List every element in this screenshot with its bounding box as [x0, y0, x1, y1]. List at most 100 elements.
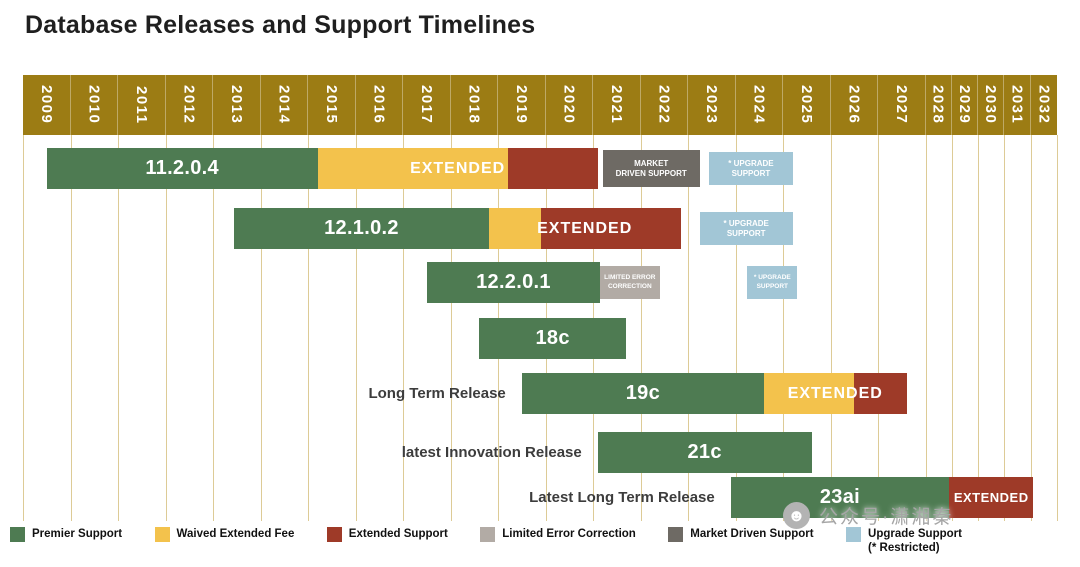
- segment-11.2.0.4-extended: [507, 148, 598, 189]
- row-label-21c: latest Innovation Release: [401, 444, 582, 461]
- year-column-2025: 2025: [783, 75, 831, 135]
- year-label: 2021: [607, 85, 625, 125]
- gridline: [165, 135, 167, 521]
- year-label: 2019: [512, 85, 530, 125]
- year-column-2018: 2018: [451, 75, 498, 135]
- year-label: 2009: [37, 85, 55, 125]
- watermark-text: 公众号·潇湘秦: [819, 507, 954, 528]
- year-column-2031: 2031: [1004, 75, 1031, 135]
- year-column-2028: 2028: [926, 75, 952, 135]
- segment-12.2.0.1-limited: LIMITED ERROR CORRECTION: [600, 266, 660, 299]
- segment-12.2.0.1-premier: 12.2.0.1: [426, 262, 601, 303]
- year-column-2023: 2023: [688, 75, 736, 135]
- segment-11.2.0.4-market: MARKET DRIVEN SUPPORT: [602, 150, 700, 187]
- gridline: [355, 135, 357, 521]
- segment-label: EXTENDED: [953, 490, 1029, 505]
- year-column-2014: 2014: [261, 75, 308, 135]
- segment-11.2.0.4-waived: [317, 148, 508, 189]
- year-label: 2015: [322, 85, 340, 125]
- segment-12.1.0.2-upgrade: * UPGRADE SUPPORT: [699, 212, 793, 245]
- gridline: [260, 135, 262, 521]
- year-column-2013: 2013: [213, 75, 261, 135]
- year-column-2010: 2010: [71, 75, 118, 135]
- year-column-2032: 2032: [1031, 75, 1057, 135]
- gridline: [70, 135, 72, 521]
- year-column-2027: 2027: [878, 75, 926, 135]
- timeline-chart: 11.2.0.4 MARKET DRIVEN SUPPORT * UPGRADE S…: [23, 135, 1058, 521]
- year-label: 2012: [180, 85, 198, 125]
- year-label: 2024: [750, 85, 768, 125]
- year-label: 2027: [892, 85, 910, 125]
- legend-item-upgrade: Upgrade Support (* Restricted): [846, 527, 962, 556]
- segment-label: LIMITED ERROR CORRECTION: [604, 274, 656, 290]
- year-column-2012: 2012: [166, 75, 213, 135]
- year-label: 2017: [417, 85, 435, 125]
- year-axis: 2009 2010 2011 2012 2013 2014 2015 2016 2017 2018…: [23, 75, 1057, 135]
- segment-12.1.0.2-premier: 12.1.0.2: [234, 208, 489, 249]
- legend-label: Extended Support: [348, 528, 448, 540]
- legend-item-waived: Waived Extended Fee: [154, 527, 295, 542]
- gridline: [640, 135, 642, 521]
- segment-18c-premier: 18c: [479, 318, 627, 359]
- year-column-2029: 2029: [952, 75, 979, 135]
- year-column-2017: 2017: [403, 75, 451, 135]
- segment-label: * UPGRADE SUPPORT: [723, 218, 769, 238]
- gridline: [735, 135, 737, 521]
- legend-swatch-premier: [10, 527, 25, 542]
- year-label: 2028: [929, 85, 947, 125]
- segment-21c-premier: 21c: [597, 432, 812, 473]
- year-label: 2016: [370, 85, 388, 125]
- legend-swatch-waived: [154, 527, 170, 542]
- segment-label: 12.1.0.2: [324, 217, 399, 239]
- gridline: [403, 135, 404, 521]
- year-label: 2031: [1008, 85, 1026, 125]
- segment-label: * UPGRADE SUPPORT: [728, 158, 774, 178]
- legend-label: Limited Error Correction: [502, 528, 636, 540]
- segment-label: MARKET DRIVEN SUPPORT: [615, 158, 687, 178]
- year-label: 2023: [702, 85, 720, 125]
- year-column-2019: 2019: [498, 75, 546, 135]
- year-column-2020: 2020: [546, 75, 593, 135]
- legend-item-limited: Limited Error Correction: [480, 527, 636, 542]
- gridline: [1004, 135, 1006, 521]
- segment-label: 23ai: [819, 486, 861, 508]
- gridline: [308, 135, 309, 521]
- legend-label: Premier Support: [32, 528, 123, 540]
- segment-12.1.0.2-waived: [488, 208, 541, 249]
- year-column-2026: 2026: [831, 75, 878, 135]
- legend-item-extended: Extended Support: [326, 527, 448, 542]
- legend-swatch-extended: [326, 527, 342, 542]
- row-label-19c: Long Term Release: [368, 385, 506, 402]
- year-column-2015: 2015: [308, 75, 356, 135]
- legend-item-market: Market Driven Support: [668, 527, 814, 542]
- segment-label: 19c: [625, 382, 661, 404]
- year-label: 2032: [1035, 85, 1053, 125]
- gridline: [783, 135, 784, 521]
- segment-23ai-premier: 23ai: [730, 477, 950, 518]
- year-column-2016: 2016: [356, 75, 403, 135]
- gridline: [213, 135, 214, 521]
- year-label: 2025: [797, 85, 815, 125]
- year-label: 2018: [465, 85, 483, 125]
- legend-label: Waived Extended Fee: [176, 528, 295, 540]
- year-label: 2011: [132, 85, 150, 125]
- year-label: 2020: [560, 85, 578, 125]
- segment-12.1.0.2-extended: [540, 208, 681, 249]
- segment-19c-waived: [764, 373, 855, 414]
- watermark: 公众号·潇湘秦: [783, 502, 953, 529]
- year-column-2024: 2024: [736, 75, 783, 135]
- gridline: [118, 135, 119, 521]
- year-label: 2010: [85, 85, 103, 125]
- segment-label: 12.2.0.1: [476, 271, 551, 293]
- year-label: 2013: [227, 85, 245, 125]
- segment-label: 11.2.0.4: [145, 157, 219, 179]
- segment-19c-extended: [854, 373, 907, 414]
- legend-item-premier: Premier Support: [10, 527, 122, 542]
- legend-label: Upgrade Support (* Restricted): [868, 528, 962, 555]
- segment-12.2.0.1-upgrade: * UPGRADE SUPPORT: [747, 266, 798, 299]
- segment-11.2.0.4-upgrade: * UPGRADE SUPPORT: [709, 152, 793, 185]
- year-column-2030: 2030: [978, 75, 1005, 135]
- year-column-2009: 2009: [23, 75, 71, 135]
- segment-label: * UPGRADE SUPPORT: [753, 274, 791, 290]
- legend: Premier Support Waived Extended Fee Extend…: [10, 527, 962, 556]
